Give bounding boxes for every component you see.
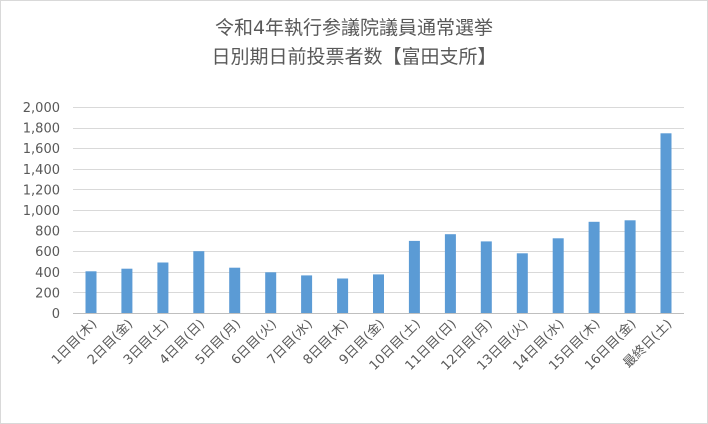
bar: [373, 274, 384, 313]
bar: [229, 267, 241, 313]
bar: [588, 221, 600, 313]
bar: [660, 133, 672, 313]
gridlines: [73, 107, 684, 293]
bar: [408, 240, 420, 313]
y-tick-label: 1,000: [23, 204, 60, 219]
bar: [193, 251, 205, 313]
bar: [480, 241, 492, 313]
bar: [157, 262, 169, 313]
bar: [85, 271, 97, 313]
y-tick-label: 1,200: [23, 183, 60, 198]
chart-title-line-2: 日別期日前投票者数【富田支所】: [211, 46, 497, 68]
bar: [265, 272, 277, 313]
bar: [121, 268, 133, 313]
y-tick-label: 400: [35, 266, 60, 281]
y-axis-ticks: 0 200 400 600 800 1,000 1,200 1,400 1,600 1,800 2,…: [23, 101, 60, 322]
y-tick-label: 0: [52, 307, 60, 322]
chart-title-line-1: 令和4年執行参議院議員通常選挙: [214, 17, 494, 39]
bar: [624, 220, 636, 313]
y-tick-label: 1,600: [23, 142, 60, 157]
bar: [552, 238, 564, 313]
bar: [444, 234, 456, 313]
y-tick-label: 800: [35, 225, 60, 240]
bar: [301, 275, 313, 313]
y-tick-label: 2,000: [23, 101, 60, 116]
y-tick-label: 1,400: [23, 163, 60, 178]
bars: [85, 133, 672, 313]
bar: [516, 253, 528, 313]
x-axis-labels: 1日目(木)2日目(金)3日目(土)4日目(日)5日目(月)6日目(火)7日目(…: [49, 316, 675, 374]
bar: [337, 278, 349, 313]
y-tick-label: 200: [35, 286, 60, 301]
y-tick-label: 600: [35, 245, 60, 260]
chart-title: 令和4年執行参議院議員通常選挙 日別期日前投票者数【富田支所】: [0, 14, 708, 72]
y-tick-label: 1,800: [23, 122, 60, 137]
